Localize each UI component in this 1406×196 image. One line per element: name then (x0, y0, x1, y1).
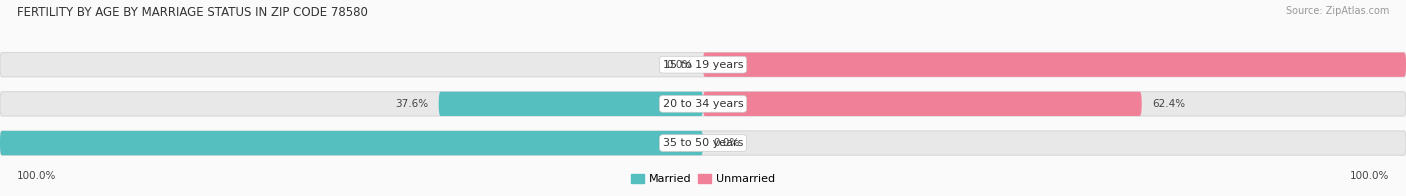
Text: FERTILITY BY AGE BY MARRIAGE STATUS IN ZIP CODE 78580: FERTILITY BY AGE BY MARRIAGE STATUS IN Z… (17, 6, 368, 19)
Text: 100.0%: 100.0% (1350, 171, 1389, 181)
FancyBboxPatch shape (0, 92, 1406, 116)
Text: 100.0%: 100.0% (17, 171, 56, 181)
Legend: Married, Unmarried: Married, Unmarried (627, 169, 779, 189)
Text: 37.6%: 37.6% (395, 99, 427, 109)
Text: 62.4%: 62.4% (1153, 99, 1185, 109)
FancyBboxPatch shape (703, 92, 1142, 116)
FancyBboxPatch shape (0, 131, 1406, 155)
Text: 0.0%: 0.0% (666, 60, 693, 70)
FancyBboxPatch shape (703, 53, 1406, 77)
FancyBboxPatch shape (0, 53, 1406, 77)
Text: 20 to 34 years: 20 to 34 years (662, 99, 744, 109)
FancyBboxPatch shape (0, 131, 703, 155)
Text: 35 to 50 years: 35 to 50 years (662, 138, 744, 148)
FancyBboxPatch shape (439, 92, 703, 116)
Text: Source: ZipAtlas.com: Source: ZipAtlas.com (1285, 6, 1389, 16)
Text: 0.0%: 0.0% (713, 138, 740, 148)
Text: 15 to 19 years: 15 to 19 years (662, 60, 744, 70)
